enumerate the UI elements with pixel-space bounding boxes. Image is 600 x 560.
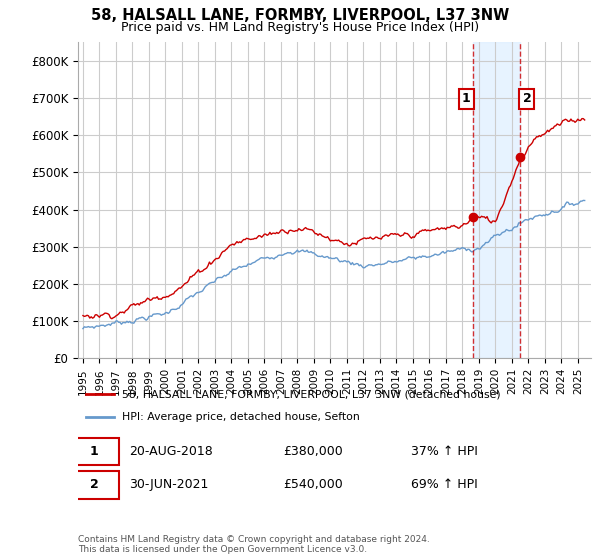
FancyBboxPatch shape bbox=[70, 472, 119, 498]
Text: 2: 2 bbox=[523, 92, 531, 105]
FancyBboxPatch shape bbox=[70, 438, 119, 465]
Text: 2: 2 bbox=[90, 478, 99, 492]
Text: 58, HALSALL LANE, FORMBY, LIVERPOOL, L37 3NW (detached house): 58, HALSALL LANE, FORMBY, LIVERPOOL, L37… bbox=[122, 389, 500, 399]
Text: HPI: Average price, detached house, Sefton: HPI: Average price, detached house, Seft… bbox=[122, 412, 359, 422]
Text: 1: 1 bbox=[461, 92, 470, 105]
Text: Price paid vs. HM Land Registry's House Price Index (HPI): Price paid vs. HM Land Registry's House … bbox=[121, 21, 479, 34]
Text: 37% ↑ HPI: 37% ↑ HPI bbox=[412, 445, 478, 458]
Text: 1: 1 bbox=[90, 445, 99, 458]
Text: Contains HM Land Registry data © Crown copyright and database right 2024.
This d: Contains HM Land Registry data © Crown c… bbox=[78, 535, 430, 554]
Text: 30-JUN-2021: 30-JUN-2021 bbox=[130, 478, 209, 492]
Text: 58, HALSALL LANE, FORMBY, LIVERPOOL, L37 3NW: 58, HALSALL LANE, FORMBY, LIVERPOOL, L37… bbox=[91, 8, 509, 24]
Bar bbox=[473, 42, 520, 358]
Text: 69% ↑ HPI: 69% ↑ HPI bbox=[412, 478, 478, 492]
Text: £540,000: £540,000 bbox=[283, 478, 343, 492]
Text: 20-AUG-2018: 20-AUG-2018 bbox=[130, 445, 213, 458]
Text: £380,000: £380,000 bbox=[283, 445, 343, 458]
